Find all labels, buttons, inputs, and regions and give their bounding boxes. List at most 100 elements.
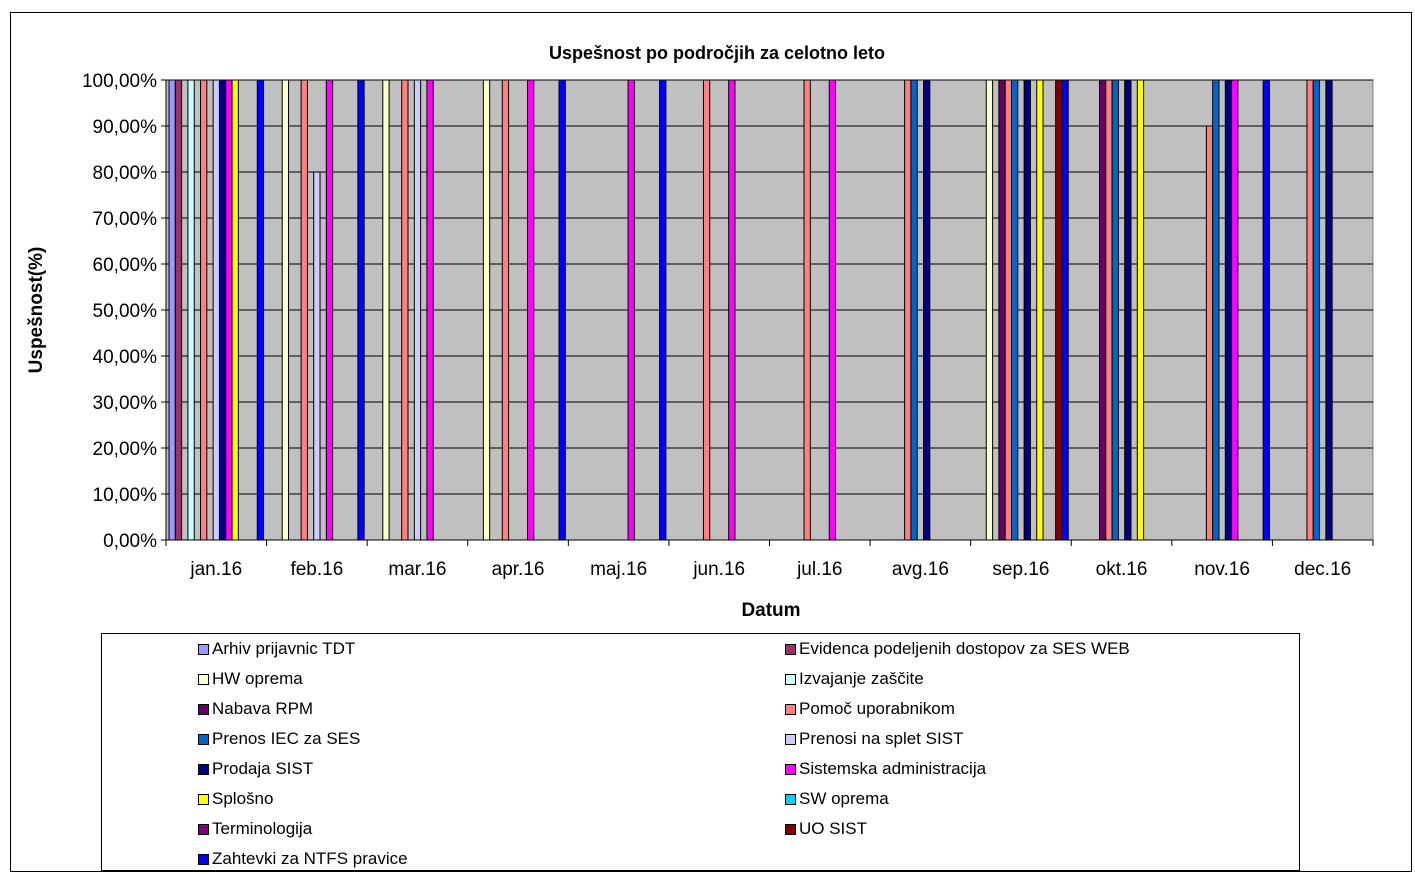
legend-item: Izvajanje zaščite — [785, 667, 924, 691]
legend-label: Evidenca podeljenih dostopov za SES WEB — [799, 639, 1130, 658]
bar — [256, 79, 265, 541]
bar — [325, 79, 334, 541]
bar — [527, 79, 535, 541]
legend-swatch — [785, 733, 796, 745]
bar — [1055, 79, 1063, 541]
legend-label: Prodaja SIST — [212, 759, 314, 778]
y-tick-label: 60,00% — [93, 255, 158, 276]
y-tick-label: 10,00% — [93, 485, 158, 506]
legend-item: Prenosi na splet SIST — [785, 727, 963, 751]
bar — [828, 79, 837, 541]
x-tick-label: jun.16 — [692, 559, 745, 580]
bar — [659, 79, 667, 541]
bar — [1306, 79, 1314, 541]
bar — [1325, 79, 1333, 541]
y-tick-label: 80,00% — [93, 163, 158, 184]
legend-item: Prenos IEC za SES — [198, 727, 360, 751]
legend-label: Pomoč uporabnikom — [799, 699, 955, 718]
legend-label: HW oprema — [212, 669, 303, 688]
x-tick-label: jan.16 — [189, 559, 242, 580]
y-tick-label: 100,00% — [82, 71, 157, 92]
legend-item: Pomoč uporabnikom — [785, 697, 955, 721]
legend-swatch — [198, 733, 209, 745]
bar — [728, 79, 736, 541]
y-tick-label: 20,00% — [93, 439, 158, 460]
y-tick-label: 0,00% — [103, 531, 157, 552]
bar — [985, 79, 994, 541]
legend-item: Arhiv prijavnic TDT — [198, 637, 355, 661]
bar — [803, 79, 811, 541]
bar — [1061, 79, 1069, 541]
bar — [1231, 79, 1239, 541]
x-tick-label: feb.16 — [290, 559, 343, 580]
bar — [426, 79, 434, 541]
legend-swatch — [198, 703, 209, 715]
bar — [1262, 79, 1270, 541]
bar — [168, 79, 176, 541]
bar — [231, 79, 239, 541]
legend-item: Terminologija — [198, 817, 312, 841]
legend: Arhiv prijavnic TDT Evidenca podeljenih d… — [101, 633, 1300, 871]
bar — [413, 79, 422, 541]
chart-svg: 0,00% 10,00% 20,00% 30,00% 40,00% 50,00% 60,00… — [26, 43, 1374, 621]
x-tick-label: maj.16 — [590, 559, 647, 580]
legend-label: Zahtevki za NTFS pravice — [212, 849, 408, 868]
bar — [910, 79, 918, 541]
legend-label: Arhiv prijavnic TDT — [212, 639, 356, 658]
x-tick-label: dec.16 — [1294, 559, 1351, 580]
bar — [187, 79, 195, 541]
bar — [1205, 125, 1214, 541]
legend-label: Splošno — [212, 789, 274, 808]
y-tick-label: 50,00% — [93, 301, 158, 322]
bar — [1124, 79, 1132, 541]
x-tick-label: nov.16 — [1194, 559, 1250, 580]
legend-item: SW oprema — [785, 787, 889, 811]
legend-swatch — [198, 643, 209, 655]
x-tick-label: mar.16 — [388, 559, 446, 580]
x-axis-title: Datum — [741, 600, 800, 621]
x-tick-label: avg.16 — [892, 559, 949, 580]
legend-item: Nabava RPM — [198, 697, 313, 721]
legend-swatch — [198, 793, 209, 805]
bar — [702, 79, 711, 541]
bar — [300, 79, 308, 541]
bar — [281, 79, 290, 541]
legend-swatch — [785, 763, 796, 775]
grid-layer — [166, 79, 1373, 541]
x-tick-label: apr.16 — [492, 559, 545, 580]
bar — [401, 79, 409, 541]
x-tick-label: okt.16 — [1096, 559, 1148, 580]
bar — [923, 79, 931, 541]
bar — [501, 79, 510, 541]
legend-label: SW oprema — [799, 789, 889, 808]
legend-swatch — [785, 793, 796, 805]
bar — [1111, 79, 1119, 541]
bar — [627, 79, 635, 541]
legend-label: Terminologija — [212, 819, 313, 838]
legend-swatch — [785, 703, 796, 715]
legend-item: Prodaja SIST — [198, 757, 313, 781]
bar — [313, 171, 321, 541]
bar — [482, 79, 491, 541]
legend-label: Prenosi na splet SIST — [799, 729, 964, 748]
legend-item: Splošno — [198, 787, 273, 811]
bar — [1004, 79, 1013, 541]
legend-label: UO SIST — [799, 819, 868, 838]
y-tick-label: 70,00% — [93, 209, 158, 230]
bar — [357, 79, 365, 541]
legend-swatch — [198, 853, 209, 865]
legend-swatch — [198, 673, 209, 685]
bar — [558, 79, 566, 541]
bar — [200, 79, 208, 541]
bar — [904, 79, 912, 541]
bar — [998, 79, 1006, 541]
bar — [1023, 79, 1031, 541]
bar — [1136, 79, 1145, 541]
legend-swatch — [785, 643, 796, 655]
bar — [1036, 79, 1044, 541]
y-tick-label: 40,00% — [93, 347, 158, 368]
y-tick-label: 90,00% — [93, 117, 158, 138]
legend-label: Nabava RPM — [212, 699, 314, 718]
bar — [174, 79, 183, 541]
bar — [1105, 79, 1113, 541]
